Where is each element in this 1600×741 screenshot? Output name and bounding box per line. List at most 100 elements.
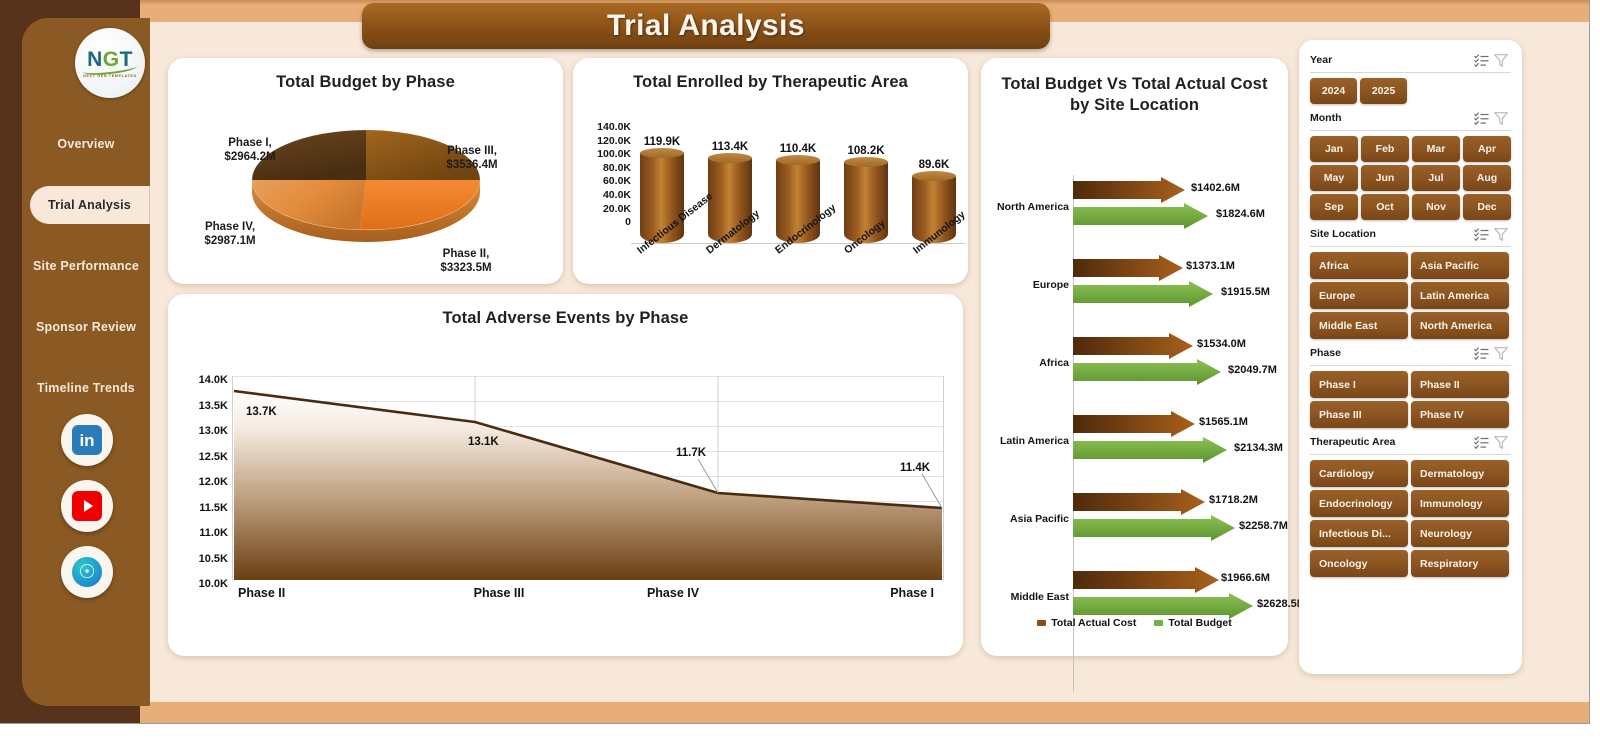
slicer-month: Month Jan Feb Mar Apr May Jun Jul	[1310, 108, 1511, 220]
legend-item-total-budget[interactable]: Total Budget	[1154, 617, 1232, 629]
clear-filter-icon[interactable]	[1491, 52, 1511, 68]
arrow-row[interactable]: Middle East $1966.6M $2628.5M	[981, 563, 1306, 637]
linkedin-link[interactable]: in	[61, 414, 113, 466]
sidebar-item-site-performance[interactable]: Site Performance	[22, 235, 150, 296]
slicer-chip-oncology[interactable]: Oncology	[1310, 550, 1408, 577]
x-tick: Phase IV	[646, 586, 700, 600]
clear-filter-icon[interactable]	[1491, 345, 1511, 361]
y-tick: 10.0K	[198, 578, 228, 590]
slicer-header: Site Location	[1310, 224, 1511, 244]
slicer-chip-2025[interactable]: 2025	[1360, 78, 1407, 104]
slicer-chip-aug[interactable]: Aug	[1463, 165, 1511, 191]
bar-chart[interactable]: 140.0K 120.0K 100.0K 80.0K 60.0K 40.0K 2…	[573, 92, 968, 282]
slicer-chip-middle-east[interactable]: Middle East	[1310, 312, 1408, 339]
sidebar-item-timeline-trends[interactable]: Timeline Trends	[22, 357, 150, 418]
arrow-row[interactable]: Latin America $1565.1M $2134.3M	[981, 407, 1288, 481]
slicer-chip-jun[interactable]: Jun	[1361, 165, 1409, 191]
slicer-chip-europe[interactable]: Europe	[1310, 282, 1408, 309]
slicer-chip-apr[interactable]: Apr	[1463, 136, 1511, 162]
y-tick: 80.0K	[602, 161, 631, 174]
bar-value-label: 119.9K	[643, 136, 681, 148]
multi-select-icon[interactable]	[1471, 434, 1491, 450]
slicer-divider	[1310, 365, 1511, 366]
arrow-row[interactable]: Asia Pacific $1718.2M $2258.7M	[981, 485, 1288, 559]
arrow-row[interactable]: Europe $1373.1M $1915.5M	[981, 251, 1288, 325]
multi-select-icon[interactable]	[1471, 345, 1491, 361]
pie-chart-svg	[251, 129, 481, 242]
bar-item[interactable]: 89.6K	[907, 118, 961, 243]
slicer-chip-immunology[interactable]: Immunology	[1411, 490, 1509, 517]
arrow-category-label: Africa	[1039, 357, 1069, 370]
legend-swatch	[1037, 620, 1047, 627]
y-tick: 40.0K	[602, 188, 631, 201]
sidebar-item-sponsor-review[interactable]: Sponsor Review	[22, 296, 150, 357]
slicer-chip-phase-i[interactable]: Phase I	[1310, 371, 1408, 398]
card-budget-vs-actual-cost-by-site-location: Total Budget Vs Total Actual Cost by Sit…	[981, 58, 1306, 693]
bar-item[interactable]: 119.9K	[635, 118, 689, 243]
pie-label-phase-4: Phase IV, $2987.1M	[204, 221, 256, 248]
slicer-chip-jan[interactable]: Jan	[1310, 136, 1358, 162]
arrow-category-label: Europe	[1032, 279, 1069, 292]
clear-filter-icon[interactable]	[1491, 434, 1511, 450]
website-link[interactable]: ☉	[61, 546, 113, 598]
slicer-chip-2024[interactable]: 2024	[1310, 78, 1357, 104]
multi-select-icon[interactable]	[1471, 226, 1491, 242]
bar-x-axis: Infectious Disease Dermatology Endocrino…	[631, 190, 968, 259]
area-value-label: 11.7K	[676, 447, 707, 459]
slicer-chip-latin-america[interactable]: Latin America	[1411, 282, 1509, 309]
arrow-value-label: $1402.6M	[1191, 182, 1240, 195]
youtube-icon	[72, 491, 102, 521]
slicer-header: Phase	[1310, 343, 1511, 363]
chart-title: Total Enrolled by Therapeutic Area	[633, 73, 908, 91]
sidebar-panel: NGT NEXT GEN TEMPLATES Overview Trial An…	[22, 18, 150, 706]
sidebar-item-trial-analysis[interactable]: Trial Analysis	[30, 169, 150, 240]
slicer-header: Year	[1310, 50, 1511, 70]
slicer-chip-dermatology[interactable]: Dermatology	[1411, 460, 1509, 487]
slicer-chip-endocrinology[interactable]: Endocrinology	[1310, 490, 1408, 517]
slicer-chip-infectious-disease[interactable]: Infectious Di...	[1310, 520, 1408, 547]
sidebar-nav: Overview Trial Analysis Site Performance	[22, 113, 150, 418]
area-chart[interactable]: 14.0K 13.5K 13.0K 12.5K 12.0K 11.5K 11.0…	[168, 328, 963, 628]
slicer-chip-oct[interactable]: Oct	[1361, 194, 1409, 220]
slicer-chip-sep[interactable]: Sep	[1310, 194, 1358, 220]
pie-label-phase-3: Phase III, $3536.4M	[446, 145, 498, 172]
bar-item[interactable]: 110.4K	[771, 118, 825, 243]
arrow-bar-chart[interactable]: North America $1402.6M $1824.6M Europe	[981, 115, 1306, 693]
arrow-row[interactable]: Africa $1534.0M $2049.7M	[981, 329, 1288, 403]
slicer-chip-jul[interactable]: Jul	[1412, 165, 1460, 191]
clear-filter-icon[interactable]	[1491, 226, 1511, 242]
slicer-chip-nov[interactable]: Nov	[1412, 194, 1460, 220]
clear-filter-icon[interactable]	[1491, 110, 1511, 126]
slicer-chip-phase-iii[interactable]: Phase III	[1310, 401, 1408, 428]
y-tick: 11.0K	[199, 527, 228, 539]
arrow-actual-cost	[1073, 333, 1193, 360]
slicer-chip-phase-ii[interactable]: Phase II	[1411, 371, 1509, 398]
slicer-chip-feb[interactable]: Feb	[1361, 136, 1409, 162]
filter-panel: Year 2024 2025 Month	[1299, 40, 1522, 674]
pie-chart[interactable]: Phase I, $2964.2M Phase III, $3536.4M Phas…	[168, 92, 563, 274]
multi-select-icon[interactable]	[1471, 52, 1491, 68]
slicer-chip-asia-pacific[interactable]: Asia Pacific	[1411, 252, 1509, 279]
bar-item[interactable]: 113.4K	[703, 118, 757, 243]
slicer-chip-africa[interactable]: Africa	[1310, 252, 1408, 279]
slicer-chip-respiratory[interactable]: Respiratory	[1411, 550, 1509, 577]
slicer-chip-dec[interactable]: Dec	[1463, 194, 1511, 220]
slicer-chip-north-america[interactable]: North America	[1411, 312, 1509, 339]
arrow-value-label: $1966.6M	[1221, 572, 1270, 585]
legend-swatch	[1154, 620, 1164, 627]
slicer-chip-neurology[interactable]: Neurology	[1411, 520, 1509, 547]
area-value-label: 13.1K	[468, 436, 499, 448]
chart-title: Total Adverse Events by Phase	[442, 309, 689, 327]
arrow-row[interactable]: North America $1402.6M $1824.6M	[981, 173, 1288, 247]
slicer-chip-mar[interactable]: Mar	[1412, 136, 1460, 162]
youtube-link[interactable]	[61, 480, 113, 532]
slicer-chip-phase-iv[interactable]: Phase IV	[1411, 401, 1509, 428]
slicer-chip-cardiology[interactable]: Cardiology	[1310, 460, 1408, 487]
bar-item[interactable]: 108.2K	[839, 118, 893, 243]
legend-item-actual-cost[interactable]: Total Actual Cost	[1037, 617, 1136, 629]
slicer-chip-may[interactable]: May	[1310, 165, 1358, 191]
multi-select-icon[interactable]	[1471, 110, 1491, 126]
area-x-axis: Phase II Phase III Phase IV Phase I	[232, 586, 940, 600]
slicer-site-location: Site Location Africa Asia Pacific Europe…	[1310, 224, 1511, 339]
sidebar-item-overview[interactable]: Overview	[22, 113, 150, 174]
